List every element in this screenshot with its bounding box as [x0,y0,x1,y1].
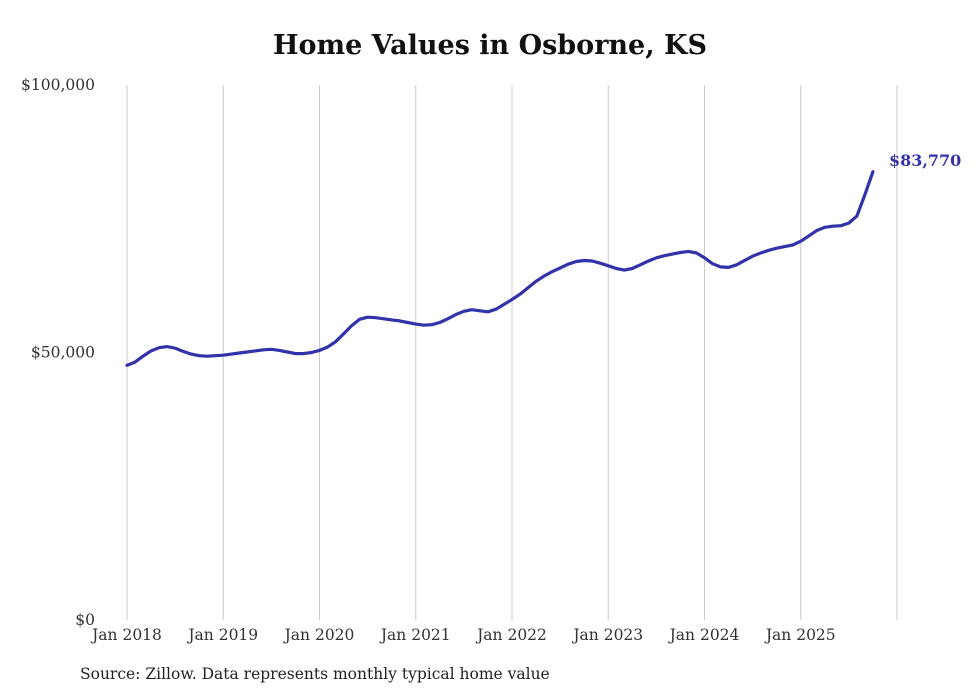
y-axis-tick-label: $50,000 [31,344,95,362]
x-axis-tick-label: Jan 2022 [475,626,547,644]
x-axis-tick-label: Jan 2023 [571,626,643,644]
home-value-line [125,170,875,367]
x-axis-tick-label: Jan 2019 [186,626,258,644]
y-axis-tick-label: $0 [75,611,95,629]
x-axis-tick-label: Jan 2018 [90,626,162,644]
x-axis-tick-label: Jan 2024 [668,626,740,644]
source-note: Source: Zillow. Data represents monthly … [80,665,550,683]
chart-title: Home Values in Osborne, KS [273,30,707,61]
x-axis-tick-label: Jan 2020 [283,626,355,644]
current-value-label: $83,770 [889,151,961,170]
y-axis-tick-label: $100,000 [21,76,95,94]
x-axis-tick-label: Jan 2025 [764,626,836,644]
x-axis-tick-label: Jan 2021 [379,626,451,644]
